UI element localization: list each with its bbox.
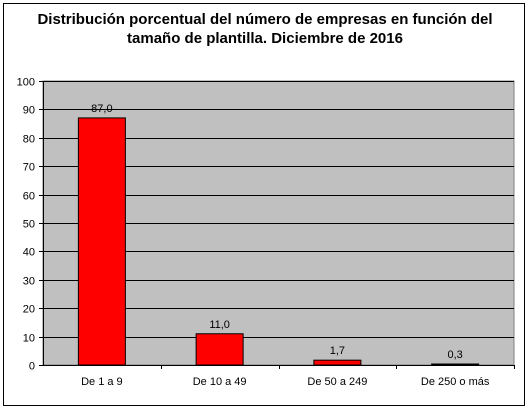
- x-tick-label: De 50 a 249: [307, 376, 367, 388]
- data-label: 87,0: [91, 103, 112, 115]
- chart-title-line-2: tamaño de plantilla. Diciembre de 2016: [127, 30, 403, 47]
- y-tick-label: 60: [23, 191, 35, 203]
- y-tick-label: 30: [23, 276, 35, 288]
- chart-title: Distribución porcentual del número de em…: [0, 10, 530, 48]
- x-tick-label: De 10 a 49: [193, 376, 247, 388]
- x-tick-label: De 250 o más: [421, 376, 490, 388]
- bar: [313, 359, 362, 366]
- bar: [77, 117, 126, 366]
- bar: [195, 333, 244, 366]
- y-tick-label: 70: [23, 162, 35, 174]
- bar: [431, 363, 480, 366]
- y-tick-label: 100: [17, 77, 35, 89]
- y-tick-label: 50: [23, 219, 35, 231]
- chart-title-line-1: Distribución porcentual del número de em…: [37, 11, 493, 28]
- data-label: 11,0: [209, 319, 230, 331]
- y-tick-label: 90: [23, 105, 35, 117]
- data-label: 0,3: [447, 349, 462, 361]
- x-tick-label: De 1 a 9: [81, 376, 123, 388]
- y-tick-label: 20: [23, 304, 35, 316]
- y-tick-label: 10: [23, 333, 35, 345]
- y-tick-label: 40: [23, 247, 35, 259]
- data-label: 1,7: [330, 345, 345, 357]
- y-tick-label: 80: [23, 134, 35, 146]
- y-tick-label: 0: [29, 361, 35, 373]
